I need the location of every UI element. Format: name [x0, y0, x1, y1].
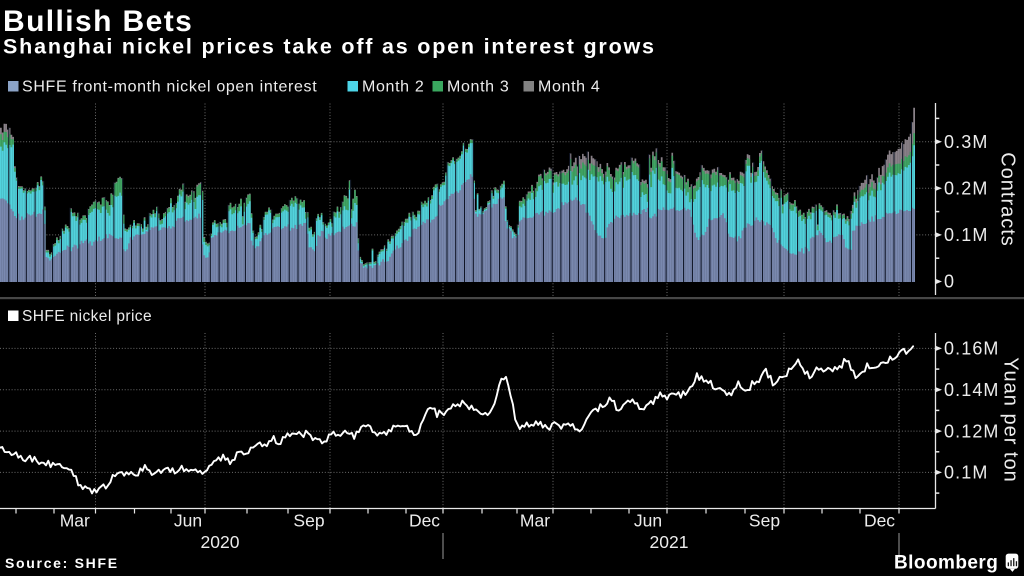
svg-text:Mar: Mar — [60, 511, 90, 531]
svg-text:0.12M: 0.12M — [944, 421, 1000, 441]
svg-text:0.3M: 0.3M — [944, 132, 988, 152]
svg-text:Yuan per ton: Yuan per ton — [1000, 357, 1022, 482]
svg-text:Mar: Mar — [520, 511, 550, 531]
svg-text:Month 4: Month 4 — [538, 79, 600, 96]
svg-text:Shanghai nickel prices take of: Shanghai nickel prices take off as open … — [3, 35, 656, 59]
svg-text:Jun: Jun — [174, 511, 202, 531]
svg-text:Jun: Jun — [634, 511, 662, 531]
svg-text:SHFE nickel price: SHFE nickel price — [22, 308, 152, 325]
svg-text:Sep: Sep — [749, 511, 780, 531]
svg-text:2020: 2020 — [201, 532, 240, 552]
svg-text:Month 3: Month 3 — [447, 79, 509, 96]
svg-text:Contracts: Contracts — [997, 152, 1019, 247]
svg-text:0.16M: 0.16M — [944, 339, 1000, 359]
svg-text:Bullish Bets: Bullish Bets — [3, 5, 193, 38]
svg-text:2021: 2021 — [650, 532, 689, 552]
svg-text:Bloomberg: Bloomberg — [894, 553, 998, 574]
svg-text:Dec: Dec — [409, 511, 440, 531]
svg-text:0.2M: 0.2M — [944, 179, 988, 199]
svg-text:Dec: Dec — [864, 511, 895, 531]
svg-text:0.1M: 0.1M — [944, 225, 988, 245]
svg-text:Sep: Sep — [293, 511, 324, 531]
svg-text:0: 0 — [944, 272, 955, 292]
svg-text:Month 2: Month 2 — [362, 79, 424, 96]
svg-text:Source: SHFE: Source: SHFE — [5, 555, 119, 571]
svg-text:0.1M: 0.1M — [944, 463, 988, 483]
svg-text:0.14M: 0.14M — [944, 380, 1000, 400]
svg-text:SHFE front-month nickel open i: SHFE front-month nickel open interest — [22, 79, 317, 96]
